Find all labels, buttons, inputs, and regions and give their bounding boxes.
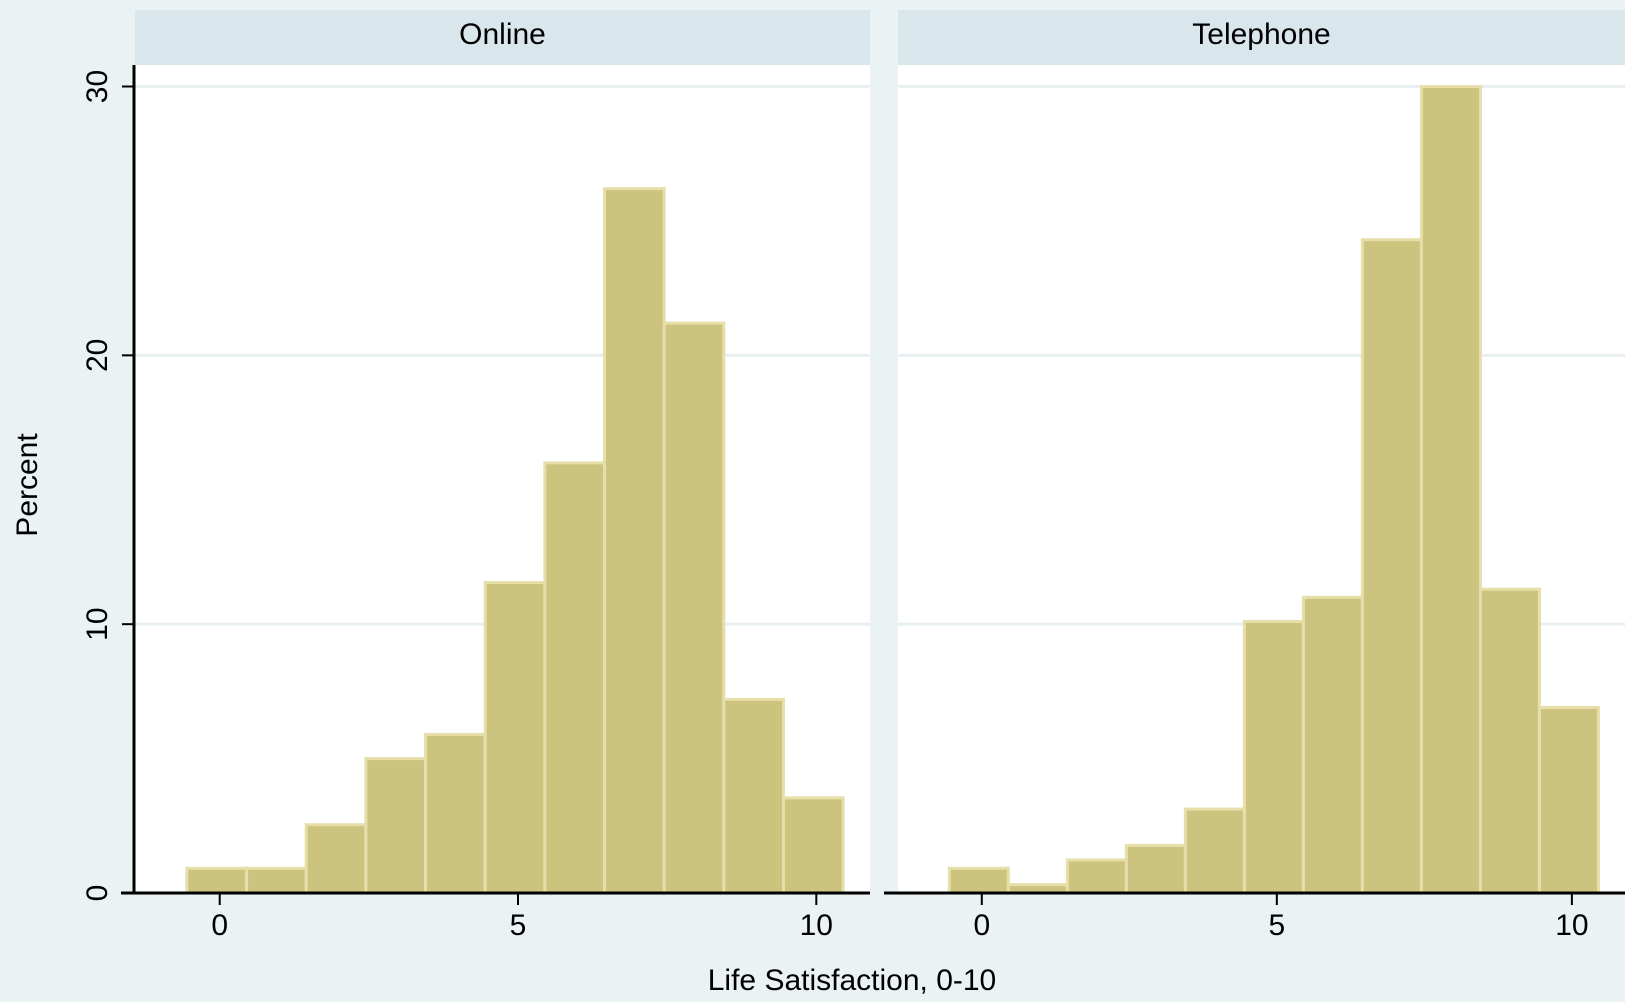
x-tick-label: 0 <box>973 909 990 942</box>
y-tick-label: 30 <box>81 70 114 103</box>
x-tick-label: 10 <box>800 909 833 942</box>
x-tick-label: 0 <box>211 909 228 942</box>
x-tick-label: 5 <box>1268 909 1285 942</box>
bar <box>424 732 487 895</box>
bar <box>1301 595 1364 895</box>
bar <box>543 461 607 895</box>
bar <box>1124 843 1187 895</box>
bar <box>781 796 845 895</box>
bar <box>947 866 1010 895</box>
bar <box>1478 587 1541 895</box>
bar <box>1360 238 1423 895</box>
x-tick-label: 10 <box>1555 909 1588 942</box>
bar <box>603 187 666 895</box>
bar <box>1183 807 1246 895</box>
bar <box>304 823 368 895</box>
bar <box>662 321 726 895</box>
bar <box>1242 619 1305 895</box>
bar <box>245 866 308 895</box>
x-axis-label: Life Satisfaction, 0-10 <box>708 964 997 997</box>
bar <box>483 581 547 895</box>
bar <box>1419 85 1482 895</box>
bar <box>185 866 249 895</box>
bar <box>722 697 785 895</box>
x-tick-label: 5 <box>510 909 527 942</box>
bar <box>1065 858 1128 895</box>
y-axis-label: Percent <box>11 433 44 537</box>
y-tick-label: 10 <box>81 607 114 640</box>
panel-strip <box>135 10 870 65</box>
panel-title: Telephone <box>1192 18 1330 51</box>
panel-title: Online <box>459 18 546 51</box>
bar <box>1537 706 1600 895</box>
y-tick-label: 20 <box>81 339 114 372</box>
panel-strip <box>898 10 1625 65</box>
y-tick-label: 0 <box>81 885 114 902</box>
bar <box>364 757 428 895</box>
